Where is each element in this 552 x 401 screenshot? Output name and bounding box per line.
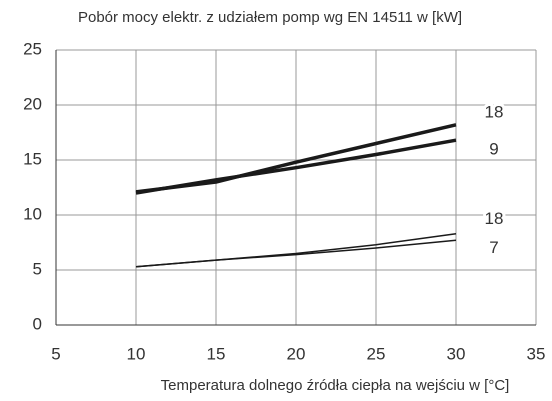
x-tick-label: 35 (527, 344, 546, 363)
y-tick-label: 20 (23, 94, 42, 113)
series-label: 9 (489, 140, 498, 159)
x-tick-label: 20 (287, 344, 306, 363)
y-tick-label: 10 (23, 204, 42, 223)
series-label: 7 (489, 238, 498, 257)
x-tick-label: 15 (207, 344, 226, 363)
chart-title: Pobór mocy elektr. z udziałem pomp wg EN… (78, 9, 462, 26)
y-tick-label: 5 (33, 259, 42, 278)
x-tick-label: 25 (367, 344, 386, 363)
x-tick-label: 5 (51, 344, 60, 363)
series-line (135, 138, 457, 195)
series-line (135, 239, 457, 268)
series-label: 18 (485, 209, 504, 228)
y-tick-label: 25 (23, 39, 42, 58)
series-label: 18 (485, 102, 504, 121)
y-tick-label: 0 (33, 314, 42, 333)
x-axis-label: Temperatura dolnego źródła ciepła na wej… (161, 377, 510, 394)
x-tick-label: 10 (127, 344, 146, 363)
x-tick-label: 30 (447, 344, 466, 363)
y-tick-label: 15 (23, 149, 42, 168)
